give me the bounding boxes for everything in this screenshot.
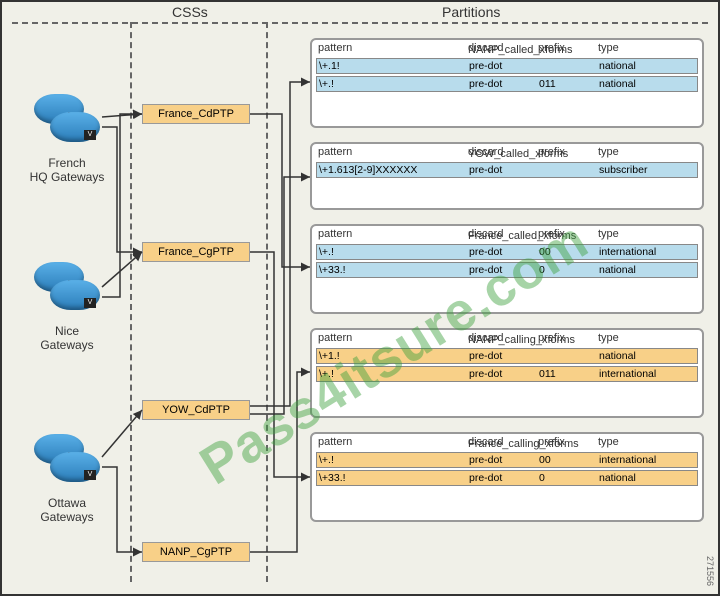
partition-france-called: pattern discard prefix type France_calle…	[310, 224, 704, 314]
css-nanp-cgptp: NANP_CgPTP	[142, 542, 250, 562]
col-pattern: pattern	[318, 42, 468, 54]
partitions-label: Partitions	[442, 4, 500, 20]
col-type: type	[598, 42, 688, 54]
ottawa-routers	[34, 434, 106, 492]
partition-nanp-calling: pattern discard prefix type NANP_calling…	[310, 328, 704, 418]
partition-title-4: France_calling_xforms	[468, 438, 579, 450]
partition-title-0: NANP_called_xforms	[468, 44, 573, 56]
ottawa-label: OttawaGateways	[22, 496, 112, 524]
french-hq-routers	[34, 94, 106, 152]
partition-title-1: YOW_called_xforms	[468, 148, 568, 160]
side-number: 271556	[705, 556, 715, 586]
top-dash	[12, 22, 708, 24]
table-row: \+.! pre-dot 00 international	[316, 452, 698, 468]
table-row: \+.! pre-dot 00 international	[316, 244, 698, 260]
nice-routers	[34, 262, 106, 320]
css-france-cgptp: France_CgPTP	[142, 242, 250, 262]
dash-v2	[266, 22, 268, 582]
csss-label: CSSs	[172, 4, 208, 20]
partition-nanp-called: pattern discard prefix type NANP_called_…	[310, 38, 704, 128]
table-row: \+1.613[2-9]XXXXXX pre-dot subscriber	[316, 162, 698, 178]
css-yow-cdptp: YOW_CdPTP	[142, 400, 250, 420]
table-row: \+.! pre-dot 011 national	[316, 76, 698, 92]
partition-title-3: NANP_calling_xforms	[468, 334, 575, 346]
table-row: \+33.! pre-dot 0 national	[316, 470, 698, 486]
table-row: \+.! pre-dot 011 international	[316, 366, 698, 382]
table-row: \+.1! pre-dot national	[316, 58, 698, 74]
diagram-canvas: CSSs Partitions FrenchHQ Gateways NiceGa…	[0, 0, 720, 596]
nice-label: NiceGateways	[22, 324, 112, 352]
partition-yow-called: pattern discard prefix type YOW_called_x…	[310, 142, 704, 210]
css-france-cdptp: France_CdPTP	[142, 104, 250, 124]
french-hq-label: FrenchHQ Gateways	[22, 156, 112, 184]
table-row: \+33.! pre-dot 0 national	[316, 262, 698, 278]
partition-france-calling: pattern discard prefix type France_calli…	[310, 432, 704, 522]
dash-v1	[130, 22, 132, 582]
table-row: \+1.! pre-dot national	[316, 348, 698, 364]
partition-title-2: France_called_xforms	[468, 230, 576, 242]
